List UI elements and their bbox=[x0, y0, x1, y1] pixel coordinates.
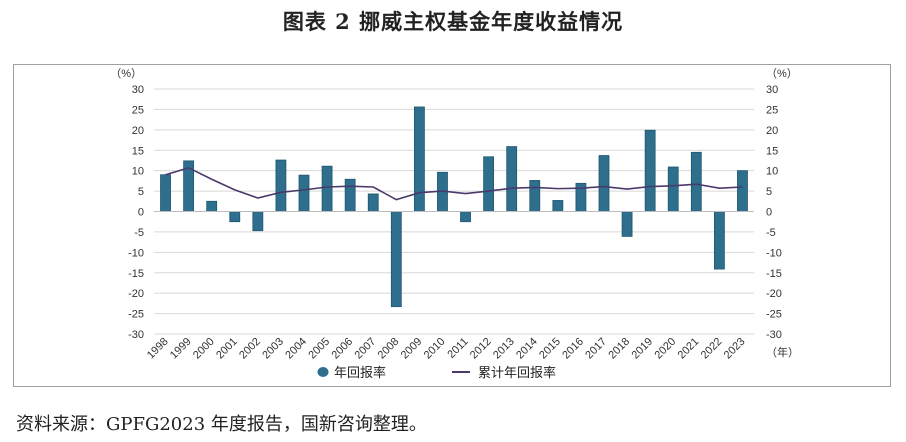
x-tick-label: 2018 bbox=[606, 336, 632, 362]
y-tick-label-left: -15 bbox=[128, 268, 144, 280]
x-tick-label: 2021 bbox=[676, 336, 702, 362]
x-tick-label: 2005 bbox=[306, 336, 332, 362]
y-tick-label-left: -20 bbox=[128, 288, 144, 300]
y-tick-label-left: -25 bbox=[128, 309, 144, 321]
x-tick-label: 2003 bbox=[260, 336, 286, 362]
y-tick-label-left: -10 bbox=[128, 247, 144, 259]
bar bbox=[690, 151, 702, 212]
y-tick-label-left: 0 bbox=[138, 207, 144, 219]
bar bbox=[667, 166, 679, 212]
bar bbox=[298, 174, 310, 212]
bar bbox=[552, 200, 564, 212]
bar bbox=[160, 174, 171, 212]
y-tick-label-right: 5 bbox=[766, 186, 772, 198]
x-tick-label: 2019 bbox=[629, 336, 655, 362]
legend-bar-marker bbox=[317, 367, 329, 377]
bar bbox=[367, 193, 379, 212]
figure-title: 图表 2 挪威主权基金年度收益情况 bbox=[282, 9, 624, 34]
x-tick-label: 2006 bbox=[329, 336, 355, 362]
x-tick-label: 1998 bbox=[145, 336, 171, 362]
y-tick-label-right: 10 bbox=[766, 166, 778, 178]
y-tick-label-right: 20 bbox=[766, 125, 778, 137]
chart-frame: 30 30 25 25 20 20 15 15 10 10 5 5 0 0 -5 -5 -10 -10 -15 -15… bbox=[13, 64, 891, 387]
x-tick-label: 2008 bbox=[376, 336, 402, 362]
bar bbox=[713, 211, 725, 270]
x-tick-label: 2010 bbox=[422, 336, 448, 362]
bar bbox=[390, 211, 402, 308]
y-tick-label-right: -10 bbox=[766, 247, 782, 259]
legend: 年回报率 累计年回报率 bbox=[317, 365, 556, 381]
bar bbox=[529, 180, 541, 212]
x-tick-label: 2001 bbox=[214, 336, 240, 362]
y-tick-label-right: 30 bbox=[766, 84, 778, 96]
bar bbox=[413, 106, 425, 212]
bar bbox=[344, 178, 356, 212]
x-tick-label: 2015 bbox=[537, 336, 563, 362]
y-tick-label-left: 5 bbox=[138, 186, 144, 198]
x-tick-label: 2002 bbox=[237, 336, 263, 362]
y-tick-label-left: 30 bbox=[132, 84, 144, 96]
y-tick-label-left: -5 bbox=[134, 227, 144, 239]
bar bbox=[737, 170, 748, 212]
bar bbox=[598, 155, 610, 212]
x-tick-label: 2017 bbox=[583, 336, 609, 362]
y-tick-label-left: 15 bbox=[132, 145, 144, 157]
bar bbox=[252, 211, 264, 232]
x-tick-label: 2022 bbox=[699, 336, 725, 362]
bar bbox=[206, 200, 218, 212]
y-tick-label-left: 10 bbox=[132, 166, 144, 178]
y-tick-label-left: -30 bbox=[128, 329, 144, 341]
y-tick-label-right: -20 bbox=[766, 288, 782, 300]
bar-series bbox=[160, 106, 748, 308]
x-tick-label: 2011 bbox=[445, 336, 470, 361]
bar bbox=[460, 211, 471, 223]
y-unit-right: （%） bbox=[766, 67, 798, 80]
grid-lines bbox=[154, 88, 754, 335]
x-tick-label: 2004 bbox=[283, 336, 309, 362]
line-series bbox=[165, 166, 743, 201]
x-tick-label: 2023 bbox=[722, 336, 748, 362]
x-unit-label: （年） bbox=[766, 345, 799, 359]
x-tick-label: 2016 bbox=[560, 336, 586, 362]
y-tick-label-right: -5 bbox=[766, 227, 776, 239]
x-tick-label: 2000 bbox=[191, 336, 217, 362]
y-tick-label-right: -30 bbox=[766, 329, 782, 341]
bar bbox=[483, 156, 495, 212]
x-tick-label: 2020 bbox=[653, 336, 679, 362]
bar bbox=[621, 211, 633, 237]
bar bbox=[321, 165, 333, 212]
x-tick-label: 2014 bbox=[514, 336, 540, 362]
y-tick-label-right: 0 bbox=[766, 207, 772, 219]
y-tick-label-right: 25 bbox=[766, 104, 778, 116]
bar bbox=[644, 129, 656, 212]
bar bbox=[275, 159, 287, 212]
x-tick-label: 2009 bbox=[399, 336, 425, 362]
y-tick-label-right: -15 bbox=[766, 268, 782, 280]
x-tick-label: 2007 bbox=[353, 336, 379, 362]
bar bbox=[229, 211, 241, 223]
y-tick-label-right: -25 bbox=[766, 309, 782, 321]
y-tick-label-right: 15 bbox=[766, 145, 778, 157]
legend-bar-label: 年回报率 bbox=[334, 365, 386, 381]
bar bbox=[506, 146, 518, 212]
y-tick-label-left: 20 bbox=[132, 125, 144, 137]
y-tick-label-left: 25 bbox=[132, 104, 144, 116]
x-tick-label: 2013 bbox=[491, 336, 517, 362]
x-tick-label: 1999 bbox=[168, 336, 194, 362]
x-tick-label: 2012 bbox=[468, 336, 494, 362]
source-note: 资料来源：GPFG2023 年度报告，国新咨询整理。 bbox=[16, 414, 427, 435]
series-line bbox=[165, 166, 743, 201]
legend-line-label: 累计年回报率 bbox=[478, 365, 556, 381]
y-unit-left: （%） bbox=[110, 67, 142, 80]
